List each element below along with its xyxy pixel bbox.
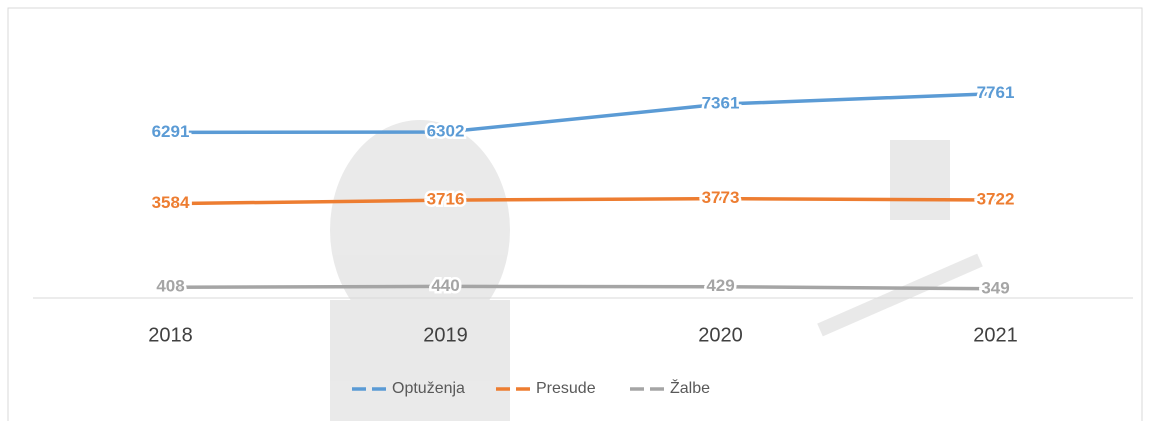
series-line (170, 284, 996, 291)
data-label: 3716 (427, 190, 465, 209)
data-label: 3722 (977, 189, 1015, 208)
legend-label: Presude (536, 380, 596, 397)
legend-label: Optuženja (392, 380, 465, 397)
x-tick-label: 2019 (423, 324, 468, 346)
data-label: 3773 (702, 188, 740, 207)
chart-frame (7, 7, 1143, 421)
x-tick-label: 2021 (973, 324, 1018, 346)
data-label: 408 (156, 277, 184, 296)
data-label: 429 (706, 276, 734, 295)
data-label: 7761 (977, 83, 1015, 102)
data-label: 6291 (152, 122, 190, 141)
data-label: 349 (981, 278, 1009, 297)
series-line (170, 91, 996, 135)
legend-label: Žalbe (670, 378, 710, 397)
data-label: 6302 (427, 122, 465, 141)
watermark (330, 120, 983, 421)
series-line (170, 196, 996, 206)
data-label: 7361 (702, 94, 740, 113)
x-tick-label: 2018 (148, 324, 193, 346)
data-label: 440 (431, 276, 459, 295)
x-tick-label: 2020 (698, 324, 743, 346)
data-label: 3584 (152, 193, 190, 212)
